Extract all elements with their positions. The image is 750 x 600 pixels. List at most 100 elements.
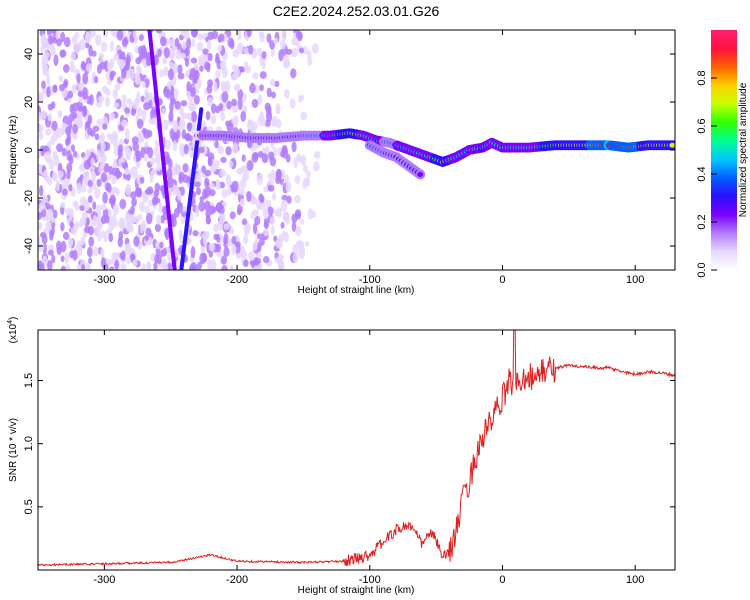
noise-blob: [85, 41, 90, 49]
noise-blob: [89, 94, 94, 106]
noise-blob: [248, 44, 254, 55]
noise-blob: [128, 68, 135, 81]
noise-blob: [143, 102, 150, 111]
noise-blob: [185, 90, 191, 97]
noise-blob: [221, 90, 229, 103]
noise-blob: [229, 265, 234, 270]
noise-blob: [66, 170, 71, 180]
noise-blob: [237, 30, 242, 41]
noise-blob: [290, 68, 297, 79]
noise-blob: [105, 96, 111, 108]
noise-blob: [257, 47, 263, 57]
noise-blob: [155, 241, 161, 250]
noise-blob: [218, 33, 225, 42]
noise-blob: [131, 197, 137, 207]
noise-blob: [198, 54, 205, 66]
noise-blob: [252, 222, 258, 235]
noise-blob: [87, 195, 93, 204]
x-tick-label: -300: [93, 574, 115, 586]
noise-blob: [312, 161, 320, 172]
noise-blob: [193, 72, 198, 84]
noise-blob: [261, 153, 269, 164]
noise-blob: [173, 87, 179, 99]
noise-blob: [56, 143, 64, 153]
noise-blob: [190, 57, 198, 64]
noise-blob: [223, 223, 230, 231]
noise-blob: [267, 206, 274, 216]
snr-series-line: [38, 330, 675, 567]
noise-blob: [177, 64, 183, 74]
noise-blob: [60, 31, 66, 43]
noise-blob: [141, 81, 146, 88]
spectrogram-x-ticks: -300 -200 -100 0 100: [93, 30, 644, 286]
noise-blob: [42, 242, 47, 255]
noise-blob: [269, 216, 275, 226]
noise-blob: [109, 112, 116, 121]
noise-blob: [199, 65, 204, 72]
noise-blob: [256, 173, 264, 186]
noise-blob: [109, 266, 115, 270]
noise-blob: [178, 118, 186, 130]
noise-blob: [285, 181, 292, 193]
noise-blob: [136, 118, 144, 129]
noise-blob: [100, 41, 108, 53]
noise-blob: [141, 109, 147, 122]
noise-blob: [109, 72, 115, 81]
noise-blob: [61, 122, 66, 133]
noise-blob: [218, 103, 224, 111]
noise-blob: [74, 220, 80, 230]
spectrogram-y-ticks: -40 -20 0 20 40: [23, 48, 675, 254]
colorbar-tick-label: 0.2: [696, 214, 708, 229]
noise-blob: [251, 152, 259, 163]
noise-blob: [51, 120, 58, 131]
noise-blob: [41, 56, 49, 66]
noise-blob: [257, 233, 263, 240]
colorbar: 0.0 0.2 0.4 0.6 0.8 Normalized spectral ampl…: [696, 30, 749, 278]
noise-blob: [53, 209, 58, 219]
noise-blob: [139, 224, 145, 234]
noise-blob: [50, 45, 56, 57]
noise-blob: [294, 194, 301, 204]
noise-blob: [83, 159, 91, 170]
noise-blob: [217, 219, 224, 231]
noise-blob: [202, 188, 208, 200]
noise-blob: [170, 79, 177, 86]
noise-blob: [79, 204, 86, 212]
noise-blob: [229, 211, 236, 220]
noise-blob: [52, 171, 57, 181]
noise-blob: [85, 31, 92, 43]
noise-blob: [205, 110, 211, 121]
noise-blob: [209, 189, 216, 197]
noise-blob: [80, 196, 87, 206]
noise-blob: [161, 108, 166, 115]
noise-blob: [192, 230, 199, 237]
snr-y-axis-label: SNR (10 * v/v): [8, 418, 19, 482]
noise-blob: [194, 181, 201, 188]
noise-blob: [259, 84, 265, 92]
noise-blob: [71, 34, 78, 46]
noise-blob: [144, 188, 152, 195]
noise-blob: [38, 149, 42, 159]
noise-blob: [270, 91, 276, 99]
noise-blob: [96, 148, 101, 161]
noise-blob: [223, 246, 230, 257]
noise-blob: [206, 52, 213, 62]
noise-blob: [149, 171, 154, 183]
noise-blob: [139, 201, 145, 212]
noise-blob: [231, 243, 237, 256]
noise-blob: [220, 80, 227, 93]
noise-blob: [251, 98, 259, 108]
noise-blob: [87, 246, 93, 258]
noise-blob: [262, 207, 269, 220]
noise-blob: [66, 133, 72, 142]
noise-blob: [77, 112, 82, 119]
noise-blob: [283, 60, 290, 69]
noise-blob: [184, 133, 192, 142]
colorbar-tick-label: 0.4: [696, 166, 708, 181]
noise-blob: [77, 244, 83, 257]
noise-blob: [65, 264, 70, 270]
noise-blob: [278, 260, 285, 270]
noise-blob: [298, 247, 306, 260]
noise-blob: [81, 264, 86, 270]
